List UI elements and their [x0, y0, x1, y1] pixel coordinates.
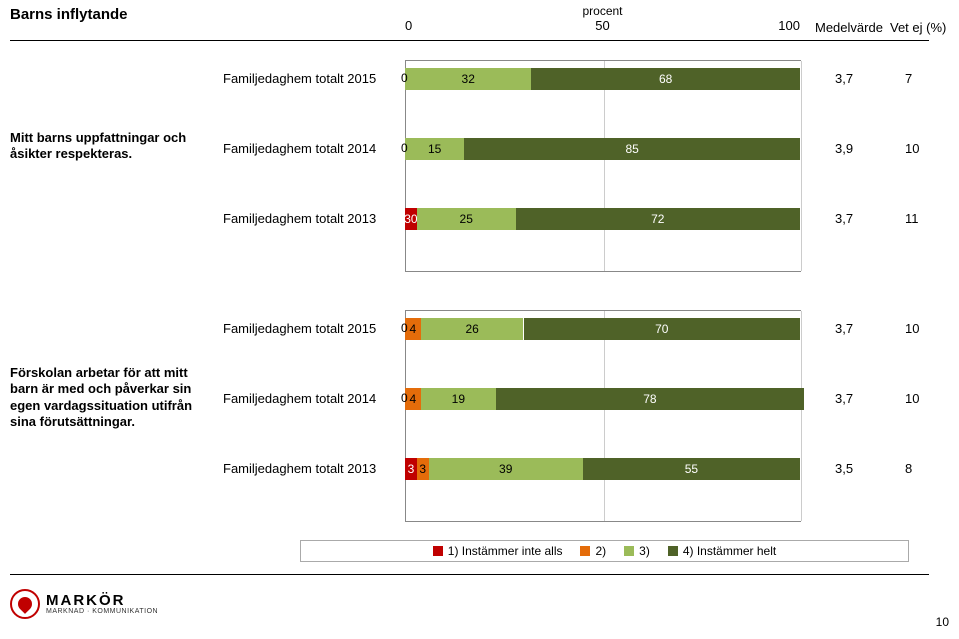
value-vetej: 7: [905, 71, 912, 86]
bar-segment-3: 19: [421, 388, 496, 410]
x-axis: procent 0 50 100: [405, 4, 800, 34]
value-medel: 3,7: [835, 71, 853, 86]
value-vetej: 8: [905, 461, 912, 476]
bar-segment-3: 25: [417, 208, 516, 230]
row-label: Familjedaghem totalt 2014: [223, 391, 403, 406]
column-header-vetej: Vet ej (%): [890, 20, 946, 35]
column-header-medel: Medelvärde: [815, 20, 883, 35]
legend-label: 1) Instämmer inte alls: [448, 544, 563, 558]
bar-segment-4: 55: [583, 458, 800, 480]
gridline: [604, 311, 605, 521]
bar-row: Familjedaghem totalt 2015 32680 3,7 7: [10, 68, 949, 90]
value-vetej: 11: [905, 211, 919, 226]
swatch-icon: [668, 546, 678, 556]
value-medel: 3,9: [835, 141, 853, 156]
bar-segment-3: 26: [421, 318, 524, 340]
chart-area: [405, 310, 801, 522]
bar-segment-3: 32: [405, 68, 531, 90]
chart-group-2: Förskolan arbetar för att mitt barn är m…: [10, 310, 949, 530]
xtick-100: 100: [778, 18, 800, 33]
swatch-icon: [624, 546, 634, 556]
value-medel: 3,5: [835, 461, 853, 476]
value-vetej: 10: [905, 141, 919, 156]
bar-segment-2: 3: [417, 458, 429, 480]
swatch-icon: [580, 546, 590, 556]
legend-item-2: 2): [580, 544, 606, 558]
bar-edge-label: 0: [401, 391, 408, 405]
legend: 1) Instämmer inte alls 2) 3) 4) Instämme…: [300, 540, 909, 562]
divider-top: [10, 40, 929, 41]
xtick-0: 0: [405, 18, 412, 33]
bar-row: Familjedaghem totalt 2013 333955 3,5 8: [10, 458, 949, 480]
stacked-bar: 302572: [405, 208, 800, 230]
legend-item-4: 4) Instämmer helt: [668, 544, 776, 558]
divider-bottom: [10, 574, 929, 575]
bar-segment-4: 70: [524, 318, 801, 340]
logo-pin-icon: [15, 594, 35, 614]
gridline: [801, 311, 802, 521]
bar-segment-4: 72: [516, 208, 800, 230]
legend-label: 4) Instämmer helt: [683, 544, 776, 558]
stacked-bar: 15850: [405, 138, 800, 160]
logo-name: MARKÖR: [46, 593, 158, 608]
xtick-50: 50: [595, 18, 609, 33]
swatch-icon: [433, 546, 443, 556]
row-label: Familjedaghem totalt 2015: [223, 71, 403, 86]
logo-mark-icon: [10, 589, 40, 619]
page-number: 10: [936, 615, 949, 629]
logo-tagline: MARKNAD · KOMMUNIKATION: [46, 608, 158, 615]
row-label: Familjedaghem totalt 2014: [223, 141, 403, 156]
value-medel: 3,7: [835, 391, 853, 406]
bar-segment-4: 85: [464, 138, 800, 160]
footer: MARKÖR MARKNAD · KOMMUNIKATION 10: [10, 589, 949, 629]
chart-group-1: Mitt barns uppfattningar och åsikter res…: [10, 60, 949, 280]
bar-row: Familjedaghem totalt 2013 302572 3,7 11: [10, 208, 949, 230]
logo: MARKÖR MARKNAD · KOMMUNIKATION: [10, 589, 949, 619]
stacked-bar: 419780: [405, 388, 800, 410]
bar-segment-3: 15: [405, 138, 464, 160]
bar-edge-label: 0: [401, 321, 408, 335]
legend-label: 3): [639, 544, 650, 558]
chart-area: [405, 60, 801, 272]
page-title: Barns inflytande: [10, 6, 128, 23]
bar-segment-1: 30: [405, 208, 417, 230]
bar-edge-label: 0: [401, 141, 408, 155]
row-label: Familjedaghem totalt 2013: [223, 461, 403, 476]
stacked-bar: 32680: [405, 68, 800, 90]
bar-row: Familjedaghem totalt 2014 419780 3,7 10: [10, 388, 949, 410]
gridline: [801, 61, 802, 271]
legend-item-3: 3): [624, 544, 650, 558]
stacked-bar: 333955: [405, 458, 800, 480]
bar-segment-1: 3: [405, 458, 417, 480]
value-medel: 3,7: [835, 211, 853, 226]
bar-segment-4: 78: [496, 388, 804, 410]
axis-title: procent: [405, 4, 800, 18]
bar-segment-4: 68: [531, 68, 800, 90]
gridline: [604, 61, 605, 271]
value-vetej: 10: [905, 391, 919, 406]
legend-label: 2): [595, 544, 606, 558]
value-vetej: 10: [905, 321, 919, 336]
bar-edge-label: 0: [401, 71, 408, 85]
bar-row: Familjedaghem totalt 2014 15850 3,9 10: [10, 138, 949, 160]
row-label: Familjedaghem totalt 2013: [223, 211, 403, 226]
legend-item-1: 1) Instämmer inte alls: [433, 544, 563, 558]
bar-segment-3: 39: [429, 458, 583, 480]
row-label: Familjedaghem totalt 2015: [223, 321, 403, 336]
value-medel: 3,7: [835, 321, 853, 336]
stacked-bar: 426700: [405, 318, 800, 340]
bar-row: Familjedaghem totalt 2015 426700 3,7 10: [10, 318, 949, 340]
